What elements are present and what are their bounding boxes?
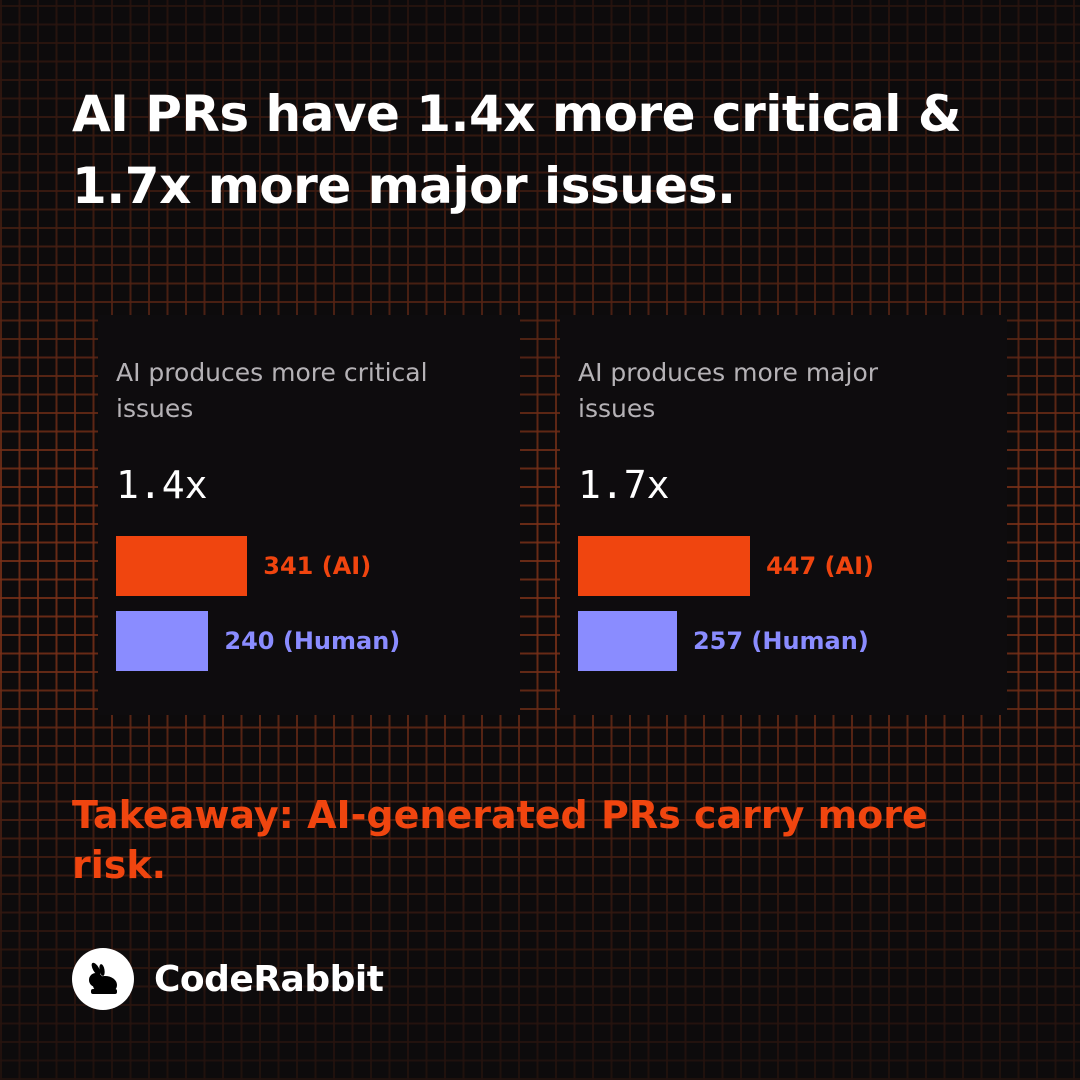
chart-card-major: AI produces more major issues 1.7x 447 (… — [560, 315, 1007, 715]
chart-card-critical: AI produces more critical issues 1.4x 34… — [98, 315, 520, 715]
bar-ai — [116, 536, 248, 596]
bar-label-human: 257 (Human) — [692, 627, 869, 655]
chart-title: AI produces more major issues — [578, 358, 879, 423]
ratio-label: 1.7x — [578, 463, 670, 507]
rabbit-icon — [72, 948, 134, 1010]
brand-logo: CodeRabbit — [72, 948, 384, 1010]
bar-label-ai: 341 (AI) — [263, 552, 372, 580]
bar-human — [578, 611, 677, 671]
ratio-label: 1.4x — [116, 463, 208, 507]
chart-title: AI produces more critical issues — [116, 358, 428, 423]
headline: AI PRs have 1.4x more critical & 1.7x mo… — [72, 85, 961, 215]
bar-label-human: 240 (Human) — [224, 627, 401, 655]
bar-human — [116, 611, 209, 671]
brand-name: CodeRabbit — [154, 958, 384, 1000]
bar-ai — [578, 536, 751, 596]
takeaway-text: Takeaway: AI-generated PRs carry more ri… — [72, 793, 928, 887]
bar-label-ai: 447 (AI) — [766, 552, 874, 580]
